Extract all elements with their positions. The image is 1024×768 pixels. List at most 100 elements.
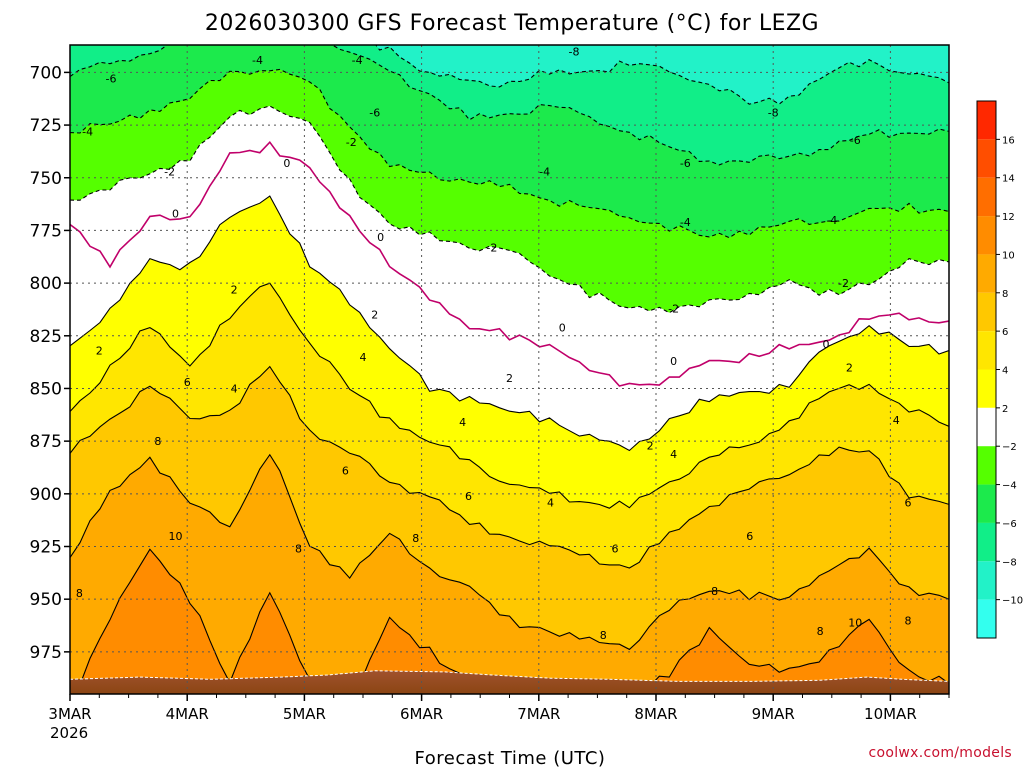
contour-label-5: -6 [850,134,861,147]
contour-label-4: -6 [680,157,691,170]
x-tick-label-7MAR: 7MAR [517,705,560,723]
terrain-ground [70,670,949,694]
x-tick-label-9MAR: 9MAR [752,705,795,723]
contour-label-48: 8 [904,614,911,627]
y-tick-label-775: 775 [30,221,62,241]
colorbar-swatch [977,407,996,447]
contour-label-28: 2 [846,361,853,374]
contour-label-15: -2 [668,302,679,315]
colorbar-swatch [977,139,996,178]
colorbar-swatch [977,254,996,293]
colorbar-swatch [977,561,996,600]
contour-label-16: -2 [838,277,849,290]
isotherm-lines [70,45,949,694]
contour-label-8: -4 [352,54,363,67]
contour-label-6: -4 [82,125,93,138]
colorbar-swatch [977,522,996,562]
contour-label-21: 0 [670,355,677,368]
colorbar-swatch [977,177,996,217]
contour-label-47: 8 [817,625,824,638]
contour-label-19: 0 [377,231,384,244]
colorbar-label-8: 8 [1002,289,1008,300]
isotherm-6 [70,365,949,569]
contour-label-49: 10 [168,530,182,543]
contour-label-20: 0 [559,321,566,334]
contour-label-25: 2 [371,309,378,322]
isotherm--2 [70,105,949,314]
band-above-10 [75,549,949,694]
y-tick-label-900: 900 [30,485,62,505]
isotherm-10 [74,548,949,694]
colorbar-label-6: 6 [1002,327,1008,338]
contour-label-23: 2 [96,345,103,358]
x-tick-label-3MAR: 3MAR [48,705,91,723]
contour-label-29: 4 [231,382,238,395]
temperature-bands [70,45,949,694]
y-tick-label-750: 750 [30,169,62,189]
contour-label-39: 6 [746,530,753,543]
isotherm-2 [70,195,949,452]
colorbar-swatch [977,216,996,255]
contour-label-9: -4 [539,165,550,178]
contour-label-50: 10 [848,616,862,629]
contour-label-38: 6 [611,543,618,556]
contour-label-35: 6 [184,376,191,389]
contour-label-1: -8 [768,106,779,119]
y-tick-label-925: 925 [30,538,62,558]
contour-label-7: -4 [252,54,263,67]
contour-label-11: -4 [826,214,837,227]
y-axis: 700 725 750 775 800 825 850 875 900 925 950 975 [30,63,70,663]
contour-label-31: 4 [459,416,466,429]
colorbar-swatch [977,101,996,140]
colorbar-label-16: 16 [1002,135,1015,146]
colorbar-label-14: 14 [1002,174,1015,185]
contour-label-41: 8 [154,435,161,448]
contour-label-36: 6 [342,465,349,478]
contour-label-3: -6 [369,106,380,119]
contour-labels: -8 -8 -6 -6 -6 -6 -4 -4 -4 -4 -4 -4 -2 -2 -2 -2 -2 0 0 0 0 0 0… [76,45,912,642]
x-axis-label: Forecast Time (UTC) [415,748,606,768]
contour-label-34: 4 [893,414,900,427]
contour-label-42: 8 [76,587,83,600]
contour-label-45: 8 [600,629,607,642]
colorbar-label--6: −6 [1002,519,1017,530]
contour-label-43: 8 [295,543,302,556]
chart-title: 2026030300 GFS Forecast Temperature (°C)… [205,11,819,36]
isotherm-8 [70,453,949,651]
isotherm-0 [70,140,949,387]
x-axis: 3MAR 4MAR 5MAR 6MAR 7MAR 8MAR 9MAR 10MAR [48,694,950,723]
ground-fill [70,670,949,694]
contour-label-30: 4 [360,351,367,364]
contour-label-13: -2 [346,136,357,149]
contour-label-37: 6 [465,490,472,503]
contour-label-44: 8 [412,532,419,545]
contour-label-22: 0 [822,338,829,351]
x-tick-label-8MAR: 8MAR [634,705,677,723]
colorbar-label-12: 12 [1002,212,1015,223]
y-tick-label-700: 700 [30,63,62,83]
contour-label-26: 2 [506,372,513,385]
colorbar-label--2: −2 [1002,442,1017,453]
contour-label-2: -6 [106,73,117,86]
colorbar-label--4: −4 [1002,481,1017,492]
y-tick-label-950: 950 [30,590,62,610]
y-tick-label-875: 875 [30,432,62,452]
y-tick-label-825: 825 [30,327,62,347]
y-tick-label-800: 800 [30,274,62,294]
colorbar-label-2: 2 [1002,404,1008,415]
credit-label: coolwx.com/models [868,745,1012,761]
y-tick-label-975: 975 [30,643,62,663]
isotherm--6 [70,45,949,166]
contour-label-10: -4 [680,216,691,229]
contour-label-12: -2 [164,165,175,178]
contour-label-32: 4 [547,496,554,509]
colorbar-swatch [977,369,996,408]
colorbar-label-10: 10 [1002,250,1015,261]
colorbar-label--8: −8 [1002,557,1017,568]
y-tick-label-850: 850 [30,379,62,399]
x-tick-label-4MAR: 4MAR [166,705,209,723]
colorbar-swatch [977,484,996,523]
colorbar-swatch [977,446,996,485]
contour-label-40: 6 [904,496,911,509]
